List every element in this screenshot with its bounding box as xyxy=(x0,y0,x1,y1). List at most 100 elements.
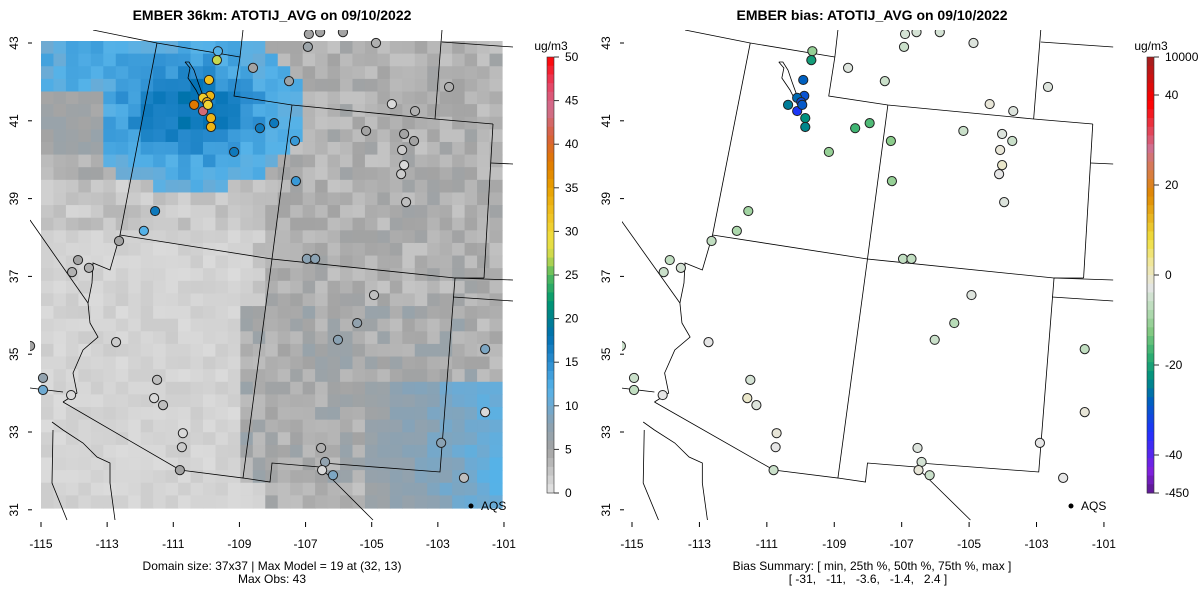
grid-cell xyxy=(41,217,55,231)
grid-cell xyxy=(227,268,241,282)
grid-cell xyxy=(103,129,117,143)
grid-cell xyxy=(489,356,503,370)
grid-cell xyxy=(414,381,428,396)
colorbar-swatch xyxy=(547,414,554,424)
colorbar-swatch xyxy=(547,344,554,354)
grid-cell xyxy=(41,192,55,206)
grid-cell xyxy=(402,280,416,295)
grid-cell xyxy=(352,91,366,105)
grid-cell xyxy=(90,280,104,295)
grid-cell xyxy=(477,495,491,509)
grid-cell xyxy=(115,129,129,143)
grid-cell xyxy=(115,91,129,105)
grid-cell xyxy=(252,179,266,194)
grid-cell xyxy=(414,470,428,484)
grid-cell xyxy=(140,179,154,194)
grid-cell xyxy=(178,104,192,118)
grid-cell xyxy=(115,495,129,509)
grid-cell xyxy=(377,179,391,194)
grid-cell xyxy=(227,444,241,459)
grid-cell xyxy=(452,293,466,307)
grid-cell xyxy=(115,432,129,446)
grid-cell xyxy=(364,381,379,396)
grid-cell xyxy=(340,331,354,345)
grid-cell xyxy=(452,381,466,396)
grid-cell xyxy=(41,306,55,320)
grid-cell xyxy=(402,318,416,332)
grid-cell xyxy=(290,306,304,320)
grid-cell xyxy=(265,154,279,168)
grid-cell xyxy=(103,167,117,181)
station-marker xyxy=(386,98,397,110)
grid-cell xyxy=(439,255,453,269)
grid-cell xyxy=(65,457,79,471)
grid-cell xyxy=(53,154,67,168)
grid-cell xyxy=(315,495,329,509)
grid-cell xyxy=(452,91,466,105)
grid-cell xyxy=(65,318,79,332)
grid-cell xyxy=(315,394,329,408)
grid-cell xyxy=(252,129,266,143)
grid-cell xyxy=(414,444,428,459)
grid-cell xyxy=(65,331,79,345)
grid-cell xyxy=(53,53,67,67)
colorbar-tick-label: 15 xyxy=(565,355,579,369)
grid-cell xyxy=(439,217,453,231)
grid-cell xyxy=(427,381,441,396)
grid-cell xyxy=(265,318,279,332)
station-bias-marker xyxy=(995,144,1006,156)
grid-cell xyxy=(489,343,503,358)
grid-cell xyxy=(153,444,167,459)
grid-cell xyxy=(78,356,92,370)
grid-cell xyxy=(277,192,291,206)
grid-cell xyxy=(140,482,154,496)
grid-cell xyxy=(477,53,491,67)
grid-cell xyxy=(452,104,466,118)
grid-cell xyxy=(402,217,416,231)
grid-cell xyxy=(215,432,229,446)
grid-cell xyxy=(165,217,179,231)
grid-cell xyxy=(315,116,329,130)
station-bias-marker xyxy=(864,118,875,129)
grid-cell xyxy=(140,381,154,396)
grid-cell xyxy=(439,167,453,181)
grid-cell xyxy=(78,141,92,156)
grid-cell xyxy=(389,407,403,421)
colorbar-swatch xyxy=(547,309,554,320)
grid-cell xyxy=(427,394,441,408)
grid-cell xyxy=(389,419,403,433)
station-bias-marker xyxy=(958,125,969,137)
grid-cell xyxy=(227,230,241,244)
grid-cell xyxy=(153,154,167,168)
x-tick-label: -103 xyxy=(426,537,450,551)
grid-cell xyxy=(290,66,304,80)
grid-cell xyxy=(277,495,291,509)
grid-cell xyxy=(78,53,92,67)
grid-cell xyxy=(464,192,478,206)
colorbar-swatch xyxy=(1147,205,1154,215)
aqs-marker-icon xyxy=(468,503,474,509)
grid-cell xyxy=(464,369,478,383)
grid-cell xyxy=(153,331,167,345)
grid-cell xyxy=(315,141,329,156)
grid-cell xyxy=(103,306,117,320)
grid-cell xyxy=(477,381,491,396)
grid-cell xyxy=(202,419,217,433)
grid-cell xyxy=(439,230,453,244)
grid-cell xyxy=(277,381,291,396)
grid-cell xyxy=(202,432,217,446)
grid-cell xyxy=(464,205,478,219)
station-bias-marker xyxy=(743,205,754,217)
grid-cell xyxy=(90,381,104,396)
grid-cell xyxy=(240,293,254,307)
grid-cell xyxy=(427,104,441,118)
grid-cell xyxy=(178,482,192,496)
grid-cell xyxy=(327,343,341,358)
grid-cell xyxy=(389,356,403,370)
grid-cell xyxy=(103,356,117,370)
station-bias-marker xyxy=(706,235,717,247)
grid-cell xyxy=(452,268,466,282)
grid-cell xyxy=(452,116,466,130)
grid-cell xyxy=(53,331,67,345)
grid-cell xyxy=(377,91,391,105)
